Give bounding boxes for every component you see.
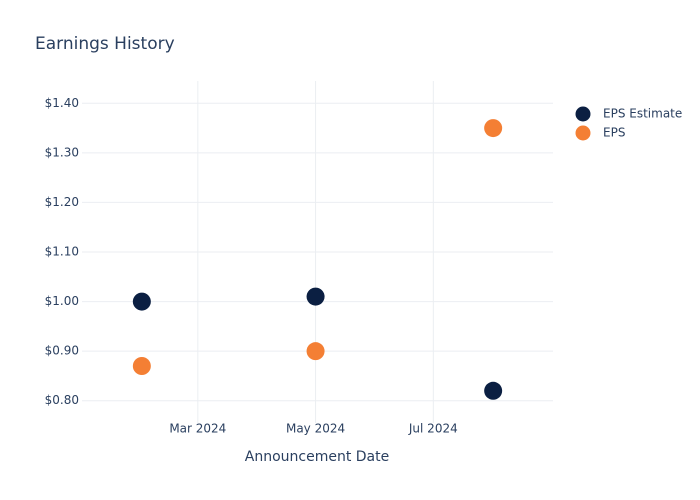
legend-label: EPS [603,126,625,140]
x-tick-label: Mar 2024 [169,422,226,436]
x-tick-label: Jul 2024 [408,422,458,436]
legend-marker [575,125,591,141]
legend-label: EPS Estimate [603,107,682,121]
y-tick-label: $1.10 [45,245,79,259]
marker [132,292,151,311]
y-tick-label: $1.40 [45,96,79,110]
chart-title: Earnings History [35,34,175,54]
x-axis-title: Announcement Date [245,449,389,465]
marker [132,357,151,375]
y-tick-label: $1.30 [45,145,79,159]
y-tick-label: $1.20 [45,195,79,209]
marker [484,119,503,138]
y-tick-label: $0.90 [45,344,79,358]
marker [306,342,325,361]
marker [306,287,325,306]
marker [484,381,503,400]
y-tick-label: $0.80 [45,393,79,407]
legend-marker [575,106,591,122]
y-tick-label: $1.00 [45,294,79,308]
x-tick-label: May 2024 [286,422,345,436]
